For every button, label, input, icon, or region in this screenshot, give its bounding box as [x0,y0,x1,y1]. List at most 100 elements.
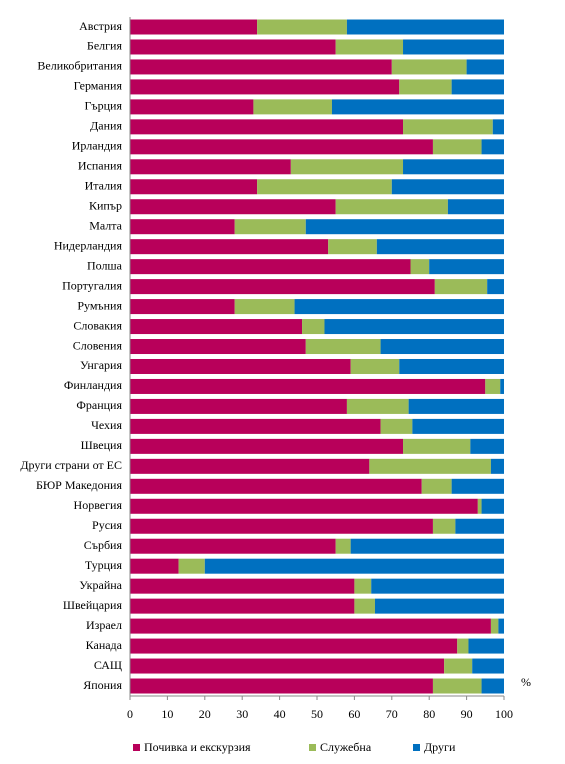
y-tick-label: Израел [86,618,122,632]
bar-segment [178,558,205,574]
y-tick-label: Словения [73,338,123,352]
y-tick-label: Други страни от ЕС [20,458,122,472]
y-tick-label: Канада [86,638,123,652]
bar-segment [399,358,504,374]
y-tick-label: Кипър [89,198,122,212]
bar-segment [391,179,504,195]
bar-segment [130,638,458,654]
bar-segment [130,498,478,514]
bar-segment [468,638,504,654]
y-tick-label: Турция [85,558,123,572]
bar-segment [354,598,375,614]
y-tick-label: Сърбия [84,538,123,552]
x-tick-label: 20 [199,707,211,721]
y-tick-label: Швейцария [63,598,123,612]
bar-segment [481,678,504,694]
bar-segment [371,578,504,594]
legend-label: Служебна [320,740,372,754]
bar-segment [432,139,482,155]
bar-segment [130,179,258,195]
y-tick-label: Русия [92,518,122,532]
x-tick-label: 80 [423,707,435,721]
bar-segment [380,418,413,434]
bar-segment [346,19,504,35]
bar-segment [130,398,347,414]
bar-segment [335,199,448,215]
bar-segment [130,458,370,474]
bar-segment [130,39,336,55]
bar-segment [253,99,332,115]
bar-segment [130,279,435,295]
legend-label: Почивка и екскурзия [144,740,251,754]
y-tick-label: БЮР Македония [36,478,123,492]
bar-segment [455,518,504,534]
y-tick-label: Словакия [73,318,122,332]
bar-segment [500,378,504,394]
bar-segment [305,219,504,235]
bar-segment [451,478,504,494]
bar-segment [130,99,254,115]
bar-segment [130,119,404,135]
x-tick-label: 70 [386,707,398,721]
y-tick-label: Полша [87,258,123,272]
x-tick-label: 50 [311,707,323,721]
y-tick-label: Норвегия [74,498,123,512]
x-tick-label: 40 [274,707,286,721]
y-tick-label: Франция [76,398,122,412]
bar-segment [429,259,504,275]
bar-segment [490,458,504,474]
x-tick-label: 30 [236,707,248,721]
bar-segment [369,458,491,474]
bar-segment [130,678,433,694]
bar-segment [466,59,504,75]
x-unit: % [521,675,531,689]
bar-segment [130,239,329,255]
bar-segment [403,159,504,175]
bar-segment [130,259,411,275]
bar-segment [331,99,504,115]
y-tick-label: Белгия [87,39,123,53]
bar-segment [444,658,473,674]
bar-segment [447,199,504,215]
y-tick-label: Швеция [81,438,123,452]
bar-segment [130,339,306,355]
bar-segment [130,219,235,235]
bar-segment [434,279,488,295]
y-tick-label: Япония [83,678,122,692]
x-tick-label: 10 [161,707,173,721]
bar-segment [130,538,336,554]
bar-segment [408,398,504,414]
y-tick-label: Великобритания [37,59,122,73]
bar-segment [432,518,456,534]
bar-segment [257,19,347,35]
bar-segment [432,678,482,694]
bar-segment [335,39,404,55]
y-tick-label: Италия [85,179,123,193]
legend-label: Други [424,740,456,754]
bar-segment [130,478,422,494]
y-tick-label: Австрия [79,19,122,33]
x-tick-label: 0 [127,707,133,721]
bar-segment [421,478,452,494]
bar-segment [305,339,381,355]
bar-segment [403,39,504,55]
x-tick-label: 90 [461,707,473,721]
bar-segment [335,538,351,554]
y-tick-label: Дания [90,119,122,133]
bar-segment [346,398,409,414]
y-tick-label: Румъния [77,298,122,312]
bar-segment [130,558,179,574]
bar-segment [374,598,504,614]
bar-segment [234,219,306,235]
legend-swatch [133,744,140,751]
bar-segment [350,358,400,374]
y-tick-label: Украйна [79,578,122,592]
x-tick-label: 60 [348,707,360,721]
bar-segment [130,618,491,634]
bar-segment [481,139,504,155]
y-tick-label: Португалия [62,278,122,292]
bar-segment [130,438,404,454]
legend-swatch [309,744,316,751]
bar-segment [350,538,504,554]
x-tick-label: 100 [495,707,513,721]
